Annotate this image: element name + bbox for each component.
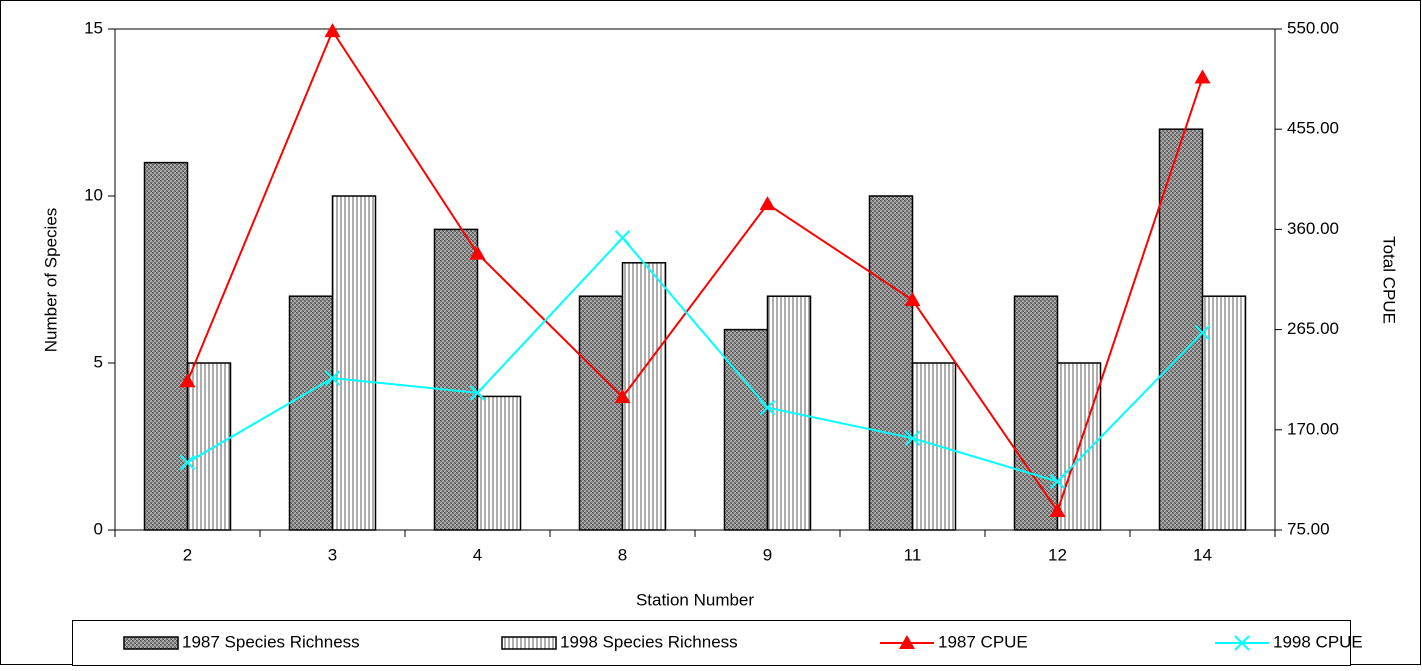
y-tick-label: 10	[84, 185, 103, 204]
point	[759, 196, 776, 211]
legend-swatch	[123, 636, 179, 650]
bar	[1158, 128, 1204, 531]
x-tick-label: 8	[618, 545, 627, 564]
legend-marker	[1234, 635, 1250, 651]
legend-box	[72, 620, 1351, 666]
point	[324, 23, 341, 38]
bar	[331, 195, 377, 531]
y2-tick-label: 455.00	[1287, 119, 1339, 138]
line	[186, 236, 1204, 483]
point	[904, 292, 921, 307]
point	[1049, 503, 1066, 518]
point	[469, 245, 486, 260]
line	[186, 28, 1204, 514]
bar	[186, 362, 232, 531]
point	[1194, 325, 1211, 341]
x-tick-label: 4	[473, 545, 482, 564]
bar	[578, 295, 624, 531]
point	[759, 399, 776, 416]
y-tick-label: 0	[94, 519, 103, 538]
bar	[433, 228, 479, 531]
y-tick-label: 5	[94, 352, 103, 371]
legend-marker	[899, 635, 915, 649]
legend-label: 1987 Species Richness	[182, 632, 360, 651]
point	[904, 430, 921, 446]
y2-tick-label: 170.00	[1287, 419, 1339, 438]
x-axis-label: Station Number	[636, 590, 754, 609]
bar	[1013, 295, 1059, 531]
legend-label: 1998 Species Richness	[560, 632, 738, 651]
legend-swatch	[501, 636, 557, 650]
x-tick-label: 9	[763, 545, 772, 564]
legend-label: 1987 CPUE	[938, 632, 1028, 651]
y-tick-label: 15	[84, 18, 103, 37]
point	[179, 454, 196, 471]
x-tick-label: 2	[183, 545, 192, 564]
bar	[143, 161, 189, 531]
point	[614, 230, 631, 246]
bar	[1201, 295, 1247, 531]
point	[179, 373, 196, 388]
point	[469, 385, 486, 401]
bar	[911, 362, 957, 531]
bar	[476, 395, 522, 531]
y-axis-label: Number of Species	[41, 208, 60, 353]
x-tick-label: 11	[904, 545, 922, 564]
point	[324, 370, 341, 386]
legend-label: 1998 CPUE	[1273, 632, 1363, 651]
bar	[288, 295, 334, 531]
y2-tick-label: 265.00	[1287, 319, 1339, 338]
x-tick-label: 12	[1048, 545, 1067, 564]
point	[1049, 473, 1066, 490]
bar	[868, 195, 914, 531]
x-tick-label: 3	[328, 545, 337, 564]
bar	[723, 328, 769, 531]
y2-tick-label: 75.00	[1287, 519, 1330, 538]
point	[1194, 69, 1211, 84]
x-tick-label: 14	[1193, 545, 1212, 564]
point	[614, 389, 631, 404]
bar	[621, 262, 667, 531]
y2-tick-label: 360.00	[1287, 219, 1339, 238]
y2-tick-label: 550.00	[1287, 18, 1339, 37]
y2-axis-label: Total CPUE	[1380, 236, 1399, 324]
